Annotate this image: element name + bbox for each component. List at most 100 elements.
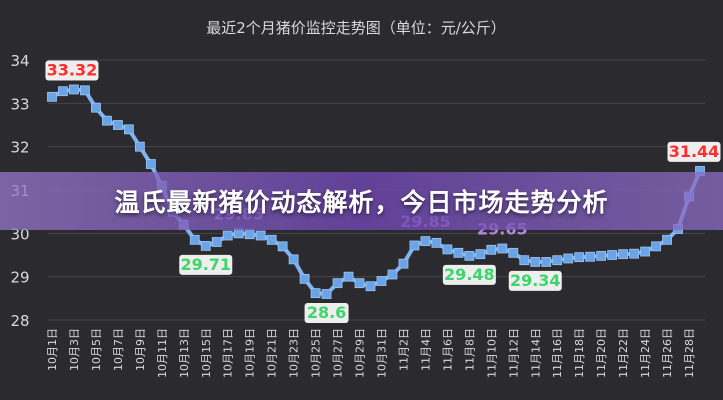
data-point (519, 255, 530, 266)
data-point (497, 243, 508, 254)
data-label-box (442, 264, 496, 285)
data-point (80, 85, 90, 96)
data-point (376, 276, 387, 286)
data-point (321, 289, 332, 299)
data-point (387, 269, 398, 280)
data-point (222, 230, 233, 241)
x-tick-label: 10月19日 (244, 328, 257, 378)
data-point (541, 257, 552, 267)
x-tick-label: 10月9日 (134, 328, 147, 371)
x-tick-label: 10月1日 (46, 328, 59, 371)
series-markers (47, 84, 705, 299)
data-point (145, 159, 156, 169)
x-tick-label: 11月14日 (529, 328, 542, 378)
data-label: 29.34 (510, 271, 561, 290)
x-tick-label: 10月5日 (90, 328, 103, 371)
x-tick-label: 11月20日 (595, 328, 608, 378)
x-tick-label: 11月18日 (573, 328, 586, 378)
data-label-box (667, 141, 721, 162)
headline-banner: 温氏最新猪价动态解析，今日市场走势分析 (0, 172, 723, 230)
data-point (651, 241, 661, 252)
chart-title: 最近2个月猪价监控走势图（单位：元/公斤） (206, 19, 506, 37)
data-point (200, 240, 211, 251)
data-point (134, 141, 145, 152)
data-point (255, 230, 266, 241)
data-label: 33.32 (47, 60, 98, 79)
data-label: 31.44 (669, 142, 720, 161)
data-point (585, 251, 596, 262)
data-point (310, 288, 321, 299)
data-label: 28.6 (307, 303, 346, 322)
x-tick-label: 10月13日 (178, 328, 191, 378)
data-label-box (45, 60, 99, 81)
data-point (123, 124, 134, 135)
data-point (453, 247, 464, 258)
x-tick-label: 10月11日 (156, 328, 169, 378)
data-point (409, 240, 420, 251)
data-label-box (179, 254, 233, 275)
x-tick-label: 10月29日 (354, 328, 367, 378)
data-point (596, 250, 607, 261)
data-point (552, 255, 563, 266)
data-point (431, 237, 442, 248)
x-tick-label: 11月8日 (463, 328, 476, 371)
data-point (420, 236, 431, 247)
x-tick-label: 11月10日 (485, 328, 498, 378)
data-point (91, 102, 101, 113)
x-tick-label: 10月25日 (310, 328, 323, 378)
data-labels: 33.3229.7129.8528.629.8529.4829.6529.343… (45, 60, 721, 323)
data-point (563, 253, 574, 264)
x-tick-label: 11月4日 (419, 328, 432, 371)
data-point (343, 271, 354, 282)
y-tick-label: 29 (10, 269, 29, 287)
data-point (58, 86, 68, 97)
data-label: 29.71 (180, 255, 231, 274)
x-tick-label: 11月22日 (617, 328, 630, 378)
y-tick-label: 28 (10, 312, 29, 330)
data-point (189, 234, 200, 245)
data-point (332, 278, 343, 289)
x-tick-label: 10月23日 (288, 328, 301, 378)
x-tick-label: 11月16日 (551, 328, 564, 378)
data-point (475, 249, 486, 260)
data-point (486, 244, 497, 255)
data-point (508, 247, 519, 258)
y-tick-label: 32 (10, 139, 29, 157)
data-point (112, 120, 123, 130)
data-point (288, 254, 299, 265)
x-tick-label: 11月12日 (507, 328, 520, 378)
data-point (464, 250, 475, 261)
x-tick-label: 11月2日 (397, 328, 410, 371)
x-tick-label: 10月17日 (222, 328, 235, 378)
data-point (530, 257, 541, 267)
x-tick-label: 10月15日 (200, 328, 213, 378)
data-point (211, 237, 222, 247)
x-tick-label: 10月3日 (68, 328, 81, 371)
x-tick-label: 11月6日 (441, 328, 454, 371)
data-point (244, 229, 255, 240)
data-label-box (508, 270, 562, 291)
data-label: 29.48 (444, 265, 495, 284)
data-point (69, 84, 79, 95)
data-point (629, 248, 640, 259)
data-point (354, 278, 365, 289)
data-point (277, 241, 288, 252)
y-tick-label: 34 (10, 52, 29, 70)
x-tick-label: 10月31日 (375, 328, 388, 378)
x-tick-label: 10月7日 (112, 328, 125, 371)
data-point (607, 250, 618, 260)
data-point (618, 249, 629, 260)
data-point (574, 252, 585, 263)
x-axis-ticks: 10月1日 10月3日 10月5日 10月7日 10月9日 10月11日 10月13日 10月… (46, 328, 696, 378)
data-point (266, 234, 277, 245)
data-label-box (304, 303, 349, 323)
data-point (299, 273, 310, 284)
x-tick-label: 10月21日 (266, 328, 279, 378)
x-tick-label: 11月28日 (683, 328, 696, 378)
data-point (442, 244, 453, 255)
y-tick-label: 33 (10, 95, 29, 113)
x-tick-label: 11月26日 (661, 328, 674, 378)
data-point (47, 91, 57, 102)
data-point (398, 258, 409, 269)
